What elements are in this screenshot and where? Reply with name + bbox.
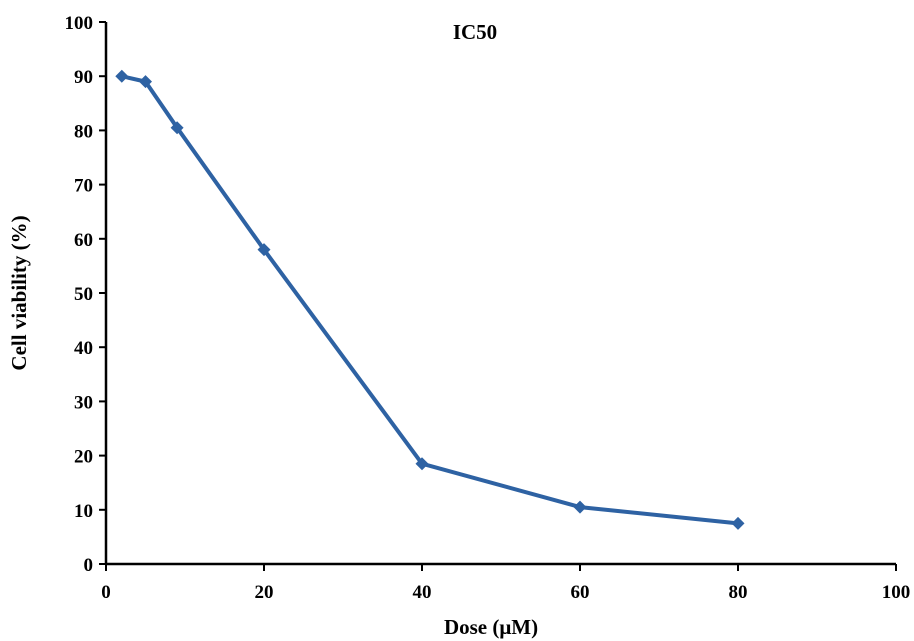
x-tick-label: 60	[571, 582, 590, 603]
chart-title: IC50	[453, 20, 497, 44]
data-point-marker	[731, 516, 745, 530]
x-axis-title: Dose (μM)	[444, 615, 538, 639]
x-tick-label: 100	[882, 582, 911, 603]
x-tick-label: 20	[255, 582, 274, 603]
data-point-marker	[115, 69, 129, 83]
y-tick-label: 50	[74, 284, 93, 305]
x-tick-label: 80	[729, 582, 748, 603]
x-axis-ticks: 0 20 40 60 80 100	[101, 564, 910, 603]
series-line	[119, 74, 740, 526]
y-tick-label: 30	[74, 392, 93, 413]
y-tick-label: 40	[74, 338, 93, 359]
y-tick-label: 90	[74, 67, 93, 88]
y-tick-label: 20	[74, 447, 93, 468]
data-point-marker	[415, 457, 429, 471]
x-tick-label: 0	[101, 582, 111, 603]
data-point-marker	[170, 121, 184, 135]
y-tick-label: 100	[65, 13, 94, 34]
y-tick-label: 0	[84, 555, 94, 576]
data-point-marker	[257, 243, 271, 257]
data-point-marker	[573, 500, 587, 514]
y-tick-label: 60	[74, 230, 93, 251]
series-layer	[115, 69, 745, 530]
y-tick-label: 70	[74, 176, 93, 197]
x-tick-label: 40	[413, 582, 432, 603]
y-axis-title: Cell viability (%)	[7, 215, 31, 370]
data-point-marker	[139, 75, 152, 89]
y-tick-label: 80	[74, 121, 93, 142]
y-tick-label: 10	[74, 501, 93, 522]
y-axis-ticks: 0 10 20 30 40 50 60 70 80 90 100	[65, 13, 106, 576]
